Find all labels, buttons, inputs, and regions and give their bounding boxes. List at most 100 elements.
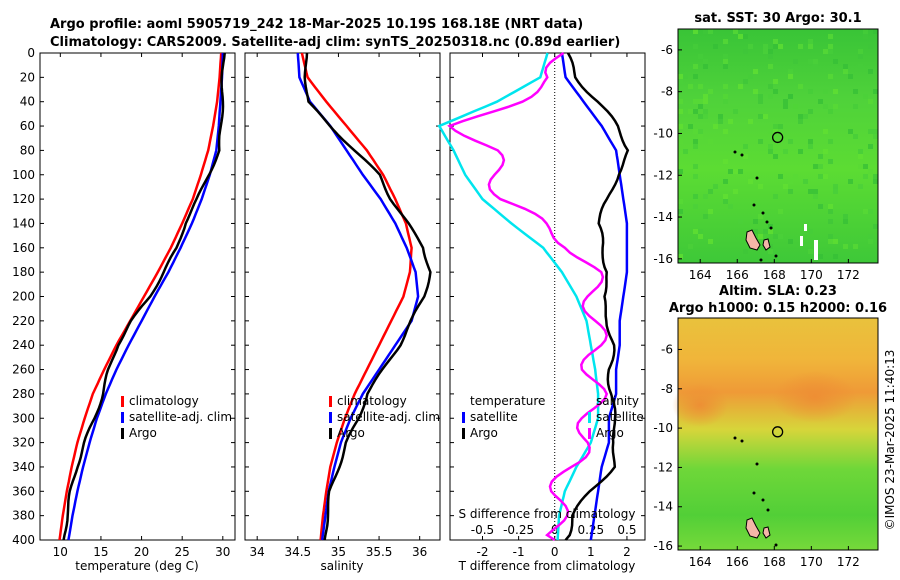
sst-pixel bbox=[703, 29, 708, 34]
sst-pixel bbox=[858, 184, 863, 189]
sst-pixel bbox=[823, 149, 828, 154]
sst-pixel bbox=[788, 69, 793, 74]
legend-argo: Argo bbox=[129, 426, 157, 440]
legend-t-satellite-swatch bbox=[462, 412, 465, 423]
sst-pixel bbox=[758, 94, 763, 99]
sst-pixel bbox=[873, 224, 878, 229]
sst-pixel bbox=[808, 89, 813, 94]
sst-pixel bbox=[818, 204, 823, 209]
difference-axes-box bbox=[449, 52, 646, 541]
island-dot bbox=[759, 258, 763, 262]
sst-pixel bbox=[763, 44, 768, 49]
sst-pixel bbox=[843, 214, 848, 219]
sst-pixel bbox=[863, 94, 868, 99]
sst-pixel bbox=[738, 34, 743, 39]
y-tick-label: 380 bbox=[12, 509, 35, 523]
sst-pixel bbox=[698, 114, 703, 119]
legend-argo-swatch bbox=[121, 428, 124, 439]
island-malekula bbox=[762, 238, 771, 251]
island-dot bbox=[733, 436, 737, 440]
sst-pixel bbox=[868, 239, 873, 244]
sst-pixel bbox=[803, 179, 808, 184]
sst-pixel bbox=[873, 174, 878, 179]
sst-pixel bbox=[693, 229, 698, 234]
sst-pixel bbox=[693, 174, 698, 179]
sst-pixel bbox=[858, 164, 863, 169]
map-y-tick-label: -6 bbox=[661, 43, 673, 57]
top-x-tick-label: -0.25 bbox=[503, 523, 534, 537]
y-tick-label: 180 bbox=[12, 265, 35, 279]
sst-pixel bbox=[723, 64, 728, 69]
sst-pixel bbox=[788, 74, 793, 79]
sst-pixel bbox=[808, 189, 813, 194]
x-tick-label: -2 bbox=[477, 545, 489, 559]
x-tick-label: 2 bbox=[623, 545, 631, 559]
missing-data-patch bbox=[814, 240, 818, 260]
sst-pixel bbox=[863, 29, 868, 34]
top-x-tick-label: 0.5 bbox=[617, 523, 636, 537]
sst-pixel bbox=[808, 44, 813, 49]
temperature-satellite-line bbox=[560, 52, 629, 541]
salinity-panel: 34 34.5 35 35.5 36 salinity climatology sate… bbox=[244, 52, 441, 573]
map-y-tick-label: -8 bbox=[661, 85, 673, 99]
sst-pixel bbox=[823, 104, 828, 109]
sst-pixel bbox=[678, 139, 683, 144]
sst-pixel bbox=[788, 189, 793, 194]
legend-s-satellite: satellite bbox=[596, 410, 644, 424]
sst-pixel bbox=[823, 129, 828, 134]
sst-pixel bbox=[768, 249, 773, 254]
sst-pixel bbox=[723, 94, 728, 99]
legend-satellite-swatch bbox=[329, 412, 332, 423]
map-x-tick-label: 164 bbox=[689, 268, 712, 282]
sst-pixel bbox=[848, 129, 853, 134]
island-dot bbox=[774, 254, 778, 258]
sst-pixel bbox=[783, 149, 788, 154]
island-dot bbox=[755, 176, 759, 180]
sst-pixel bbox=[743, 79, 748, 84]
sst-pixel bbox=[693, 44, 698, 49]
sla-high-anomaly bbox=[672, 383, 728, 427]
sst-pixel bbox=[818, 164, 823, 169]
y-tick-label: 60 bbox=[20, 119, 35, 133]
sst-pixel bbox=[708, 209, 713, 214]
sst-pixel bbox=[828, 74, 833, 79]
sst-pixel bbox=[828, 239, 833, 244]
t-difference-xlabel: T difference from climatology bbox=[458, 559, 636, 573]
island-espiritu-santo bbox=[745, 517, 761, 539]
s-difference-xlabel: S difference from climatology bbox=[459, 507, 636, 521]
sst-pixel bbox=[828, 159, 833, 164]
island-dot bbox=[766, 508, 770, 512]
satellite-adj.-clim-line bbox=[67, 52, 225, 541]
sst-pixel bbox=[708, 89, 713, 94]
sst-pixel bbox=[828, 139, 833, 144]
sst-pixel bbox=[753, 219, 758, 224]
sst-pixel bbox=[778, 234, 783, 239]
y-tick-label: 140 bbox=[12, 216, 35, 230]
island-dot bbox=[765, 220, 769, 224]
sst-pixel bbox=[803, 114, 808, 119]
sst-pixel bbox=[823, 49, 828, 54]
sst-pixel bbox=[863, 209, 868, 214]
sla-map-ticks: 164 166 168 170 172 -6 -8 -10 -12 -14 -16 bbox=[653, 342, 859, 569]
sst-pixel bbox=[833, 104, 838, 109]
sst-pixel bbox=[678, 169, 683, 174]
sst-pixel bbox=[713, 184, 718, 189]
sst-pixel bbox=[833, 254, 838, 259]
sst-pixel bbox=[723, 84, 728, 89]
legend-climatology-swatch bbox=[329, 396, 332, 407]
sst-pixel bbox=[733, 189, 738, 194]
sst-pixel bbox=[773, 124, 778, 129]
x-tick-label: 36 bbox=[412, 545, 427, 559]
sst-pixel bbox=[703, 94, 708, 99]
sst-map-panel: sat. SST: 30 Argo: 30.1 164 166 168 170 172 -… bbox=[653, 11, 879, 282]
legend-temperature-title: temperature bbox=[470, 394, 545, 408]
sst-pixel bbox=[858, 154, 863, 159]
sst-pixel bbox=[688, 109, 693, 114]
climatology-line bbox=[58, 52, 223, 541]
sst-pixel bbox=[693, 74, 698, 79]
y-tick-label: 300 bbox=[12, 411, 35, 425]
s-difference-axis-ticks: -0.5 -0.25 0 0.25 0.5 bbox=[471, 523, 637, 537]
sst-pixel bbox=[723, 199, 728, 204]
sst-pixel bbox=[733, 29, 738, 34]
